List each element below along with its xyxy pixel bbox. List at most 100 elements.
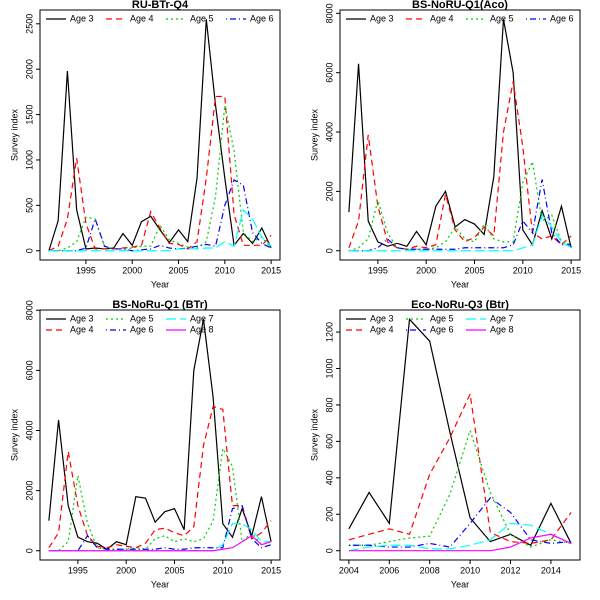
x-tick-label: 2010 bbox=[460, 565, 480, 575]
series-line bbox=[48, 95, 272, 252]
panel: BS-NoRu-Q1 (BTr) Year Survey index 1995 2000… bbox=[9, 299, 281, 589]
x-tick-label: 2006 bbox=[379, 565, 399, 575]
series-line bbox=[348, 213, 572, 252]
panel: RU-BTr-Q4 Year Survey index 1995 2000 2005 201… bbox=[9, 0, 281, 289]
legend-label: Age 4 bbox=[430, 13, 454, 23]
legend-label: Age 5 bbox=[130, 313, 154, 323]
y-tick-label: 800 bbox=[324, 397, 334, 412]
y-axis-label: Survey index bbox=[9, 408, 19, 461]
x-tick-label: 2004 bbox=[339, 565, 359, 575]
panel: Eco-NoRu-Q3 (Btr) Year Survey index 2004 200… bbox=[309, 299, 581, 589]
series-line bbox=[348, 317, 572, 547]
x-tick-label: 2010 bbox=[513, 265, 533, 275]
y-tick-label: 6000 bbox=[324, 63, 334, 83]
x-tick-label: 2012 bbox=[500, 565, 520, 575]
x-tick-label: 2005 bbox=[169, 265, 189, 275]
chart-title: RU-BTr-Q4 bbox=[132, 0, 189, 11]
y-tick-label: 8000 bbox=[324, 3, 334, 23]
x-tick-label: 1995 bbox=[68, 565, 88, 575]
x-tick-label: 2000 bbox=[116, 565, 136, 575]
series-line bbox=[48, 208, 272, 252]
x-axis-label: Year bbox=[151, 579, 169, 589]
x-tick-label: 2015 bbox=[261, 265, 281, 275]
series-line bbox=[48, 105, 272, 252]
series-line bbox=[348, 522, 572, 552]
series-line bbox=[48, 19, 272, 251]
y-axis-label: Survey index bbox=[9, 108, 19, 161]
legend-label: Age 5 bbox=[490, 13, 514, 23]
y-tick-label: 2500 bbox=[24, 14, 34, 34]
series-line bbox=[348, 428, 572, 548]
y-tick-label: 600 bbox=[324, 434, 334, 449]
x-tick-label: 2000 bbox=[122, 265, 142, 275]
y-tick-label: 0 bbox=[324, 548, 334, 553]
chart-title: BS-NoRU-Q1(Aco) bbox=[412, 0, 508, 11]
chart-title: Eco-NoRu-Q3 (Btr) bbox=[411, 299, 509, 311]
legend-label: Age 8 bbox=[490, 324, 514, 334]
y-tick-label: 2000 bbox=[324, 181, 334, 201]
y-tick-label: 0 bbox=[24, 248, 34, 253]
x-axis-label: Year bbox=[451, 279, 469, 289]
legend-label: Age 7 bbox=[190, 313, 214, 323]
y-tick-label: 4000 bbox=[324, 122, 334, 142]
x-tick-label: 2010 bbox=[213, 565, 233, 575]
legend-label: Age 3 bbox=[370, 13, 394, 23]
y-tick-label: 400 bbox=[324, 470, 334, 485]
x-tick-label: 2005 bbox=[164, 565, 184, 575]
y-axis-label: Survey index bbox=[309, 108, 319, 161]
legend: Age 3 Age 4 Age 5 Age 6 bbox=[46, 13, 274, 23]
y-tick-label: 500 bbox=[24, 198, 34, 213]
panel: BS-NoRU-Q1(Aco) Year Survey index 1995 2000 2… bbox=[309, 0, 581, 289]
y-tick-label: 8000 bbox=[24, 300, 34, 320]
x-tick-label: 2015 bbox=[261, 565, 281, 575]
legend-label: Age 4 bbox=[70, 324, 94, 334]
x-tick-label: 1995 bbox=[368, 265, 388, 275]
legend-label: Age 6 bbox=[130, 324, 154, 334]
x-axis-label: Year bbox=[451, 579, 469, 589]
x-tick-label: 2014 bbox=[541, 565, 561, 575]
y-axis-label: Survey index bbox=[309, 408, 319, 461]
series-line bbox=[348, 81, 572, 250]
y-tick-label: 0 bbox=[324, 248, 334, 253]
chart-title: BS-NoRu-Q1 (BTr) bbox=[112, 299, 208, 311]
y-tick-label: 1200 bbox=[324, 322, 334, 342]
x-tick-label: 2015 bbox=[561, 265, 581, 275]
legend-label: Age 7 bbox=[490, 313, 514, 323]
legend-label: Age 5 bbox=[430, 313, 454, 323]
plot-frame bbox=[339, 309, 581, 561]
y-tick-label: 1000 bbox=[24, 150, 34, 170]
series-line bbox=[348, 497, 572, 548]
y-tick-label: 2000 bbox=[24, 59, 34, 79]
y-tick-label: 4000 bbox=[24, 420, 34, 440]
legend-label: Age 3 bbox=[370, 313, 394, 323]
series-line bbox=[48, 504, 272, 552]
series-line bbox=[348, 533, 572, 552]
legend-label: Age 6 bbox=[550, 13, 574, 23]
series-line bbox=[48, 179, 272, 252]
x-tick-label: 2008 bbox=[420, 565, 440, 575]
x-tick-label: 2000 bbox=[416, 265, 436, 275]
series-line bbox=[48, 446, 272, 552]
legend-label: Age 8 bbox=[190, 324, 214, 334]
y-tick-label: 0 bbox=[24, 548, 34, 553]
series-line bbox=[48, 405, 272, 549]
plot-frame bbox=[39, 9, 281, 261]
legend-label: Age 3 bbox=[70, 13, 94, 23]
legend-label: Age 4 bbox=[130, 13, 154, 23]
x-tick-label: 1995 bbox=[76, 265, 96, 275]
legend: Age 3 Age 4 Age 5 Age 6 bbox=[346, 13, 574, 23]
x-tick-label: 2010 bbox=[215, 265, 235, 275]
y-tick-label: 6000 bbox=[24, 360, 34, 380]
series-line bbox=[48, 523, 272, 552]
x-tick-label: 2005 bbox=[464, 265, 484, 275]
x-axis-label: Year bbox=[151, 279, 169, 289]
legend-label: Age 6 bbox=[430, 324, 454, 334]
series-line bbox=[348, 391, 572, 545]
series-line bbox=[348, 159, 572, 252]
y-tick-label: 200 bbox=[324, 507, 334, 522]
series-line bbox=[48, 534, 272, 552]
legend-label: Age 4 bbox=[370, 324, 394, 334]
plot-frame bbox=[39, 309, 281, 561]
